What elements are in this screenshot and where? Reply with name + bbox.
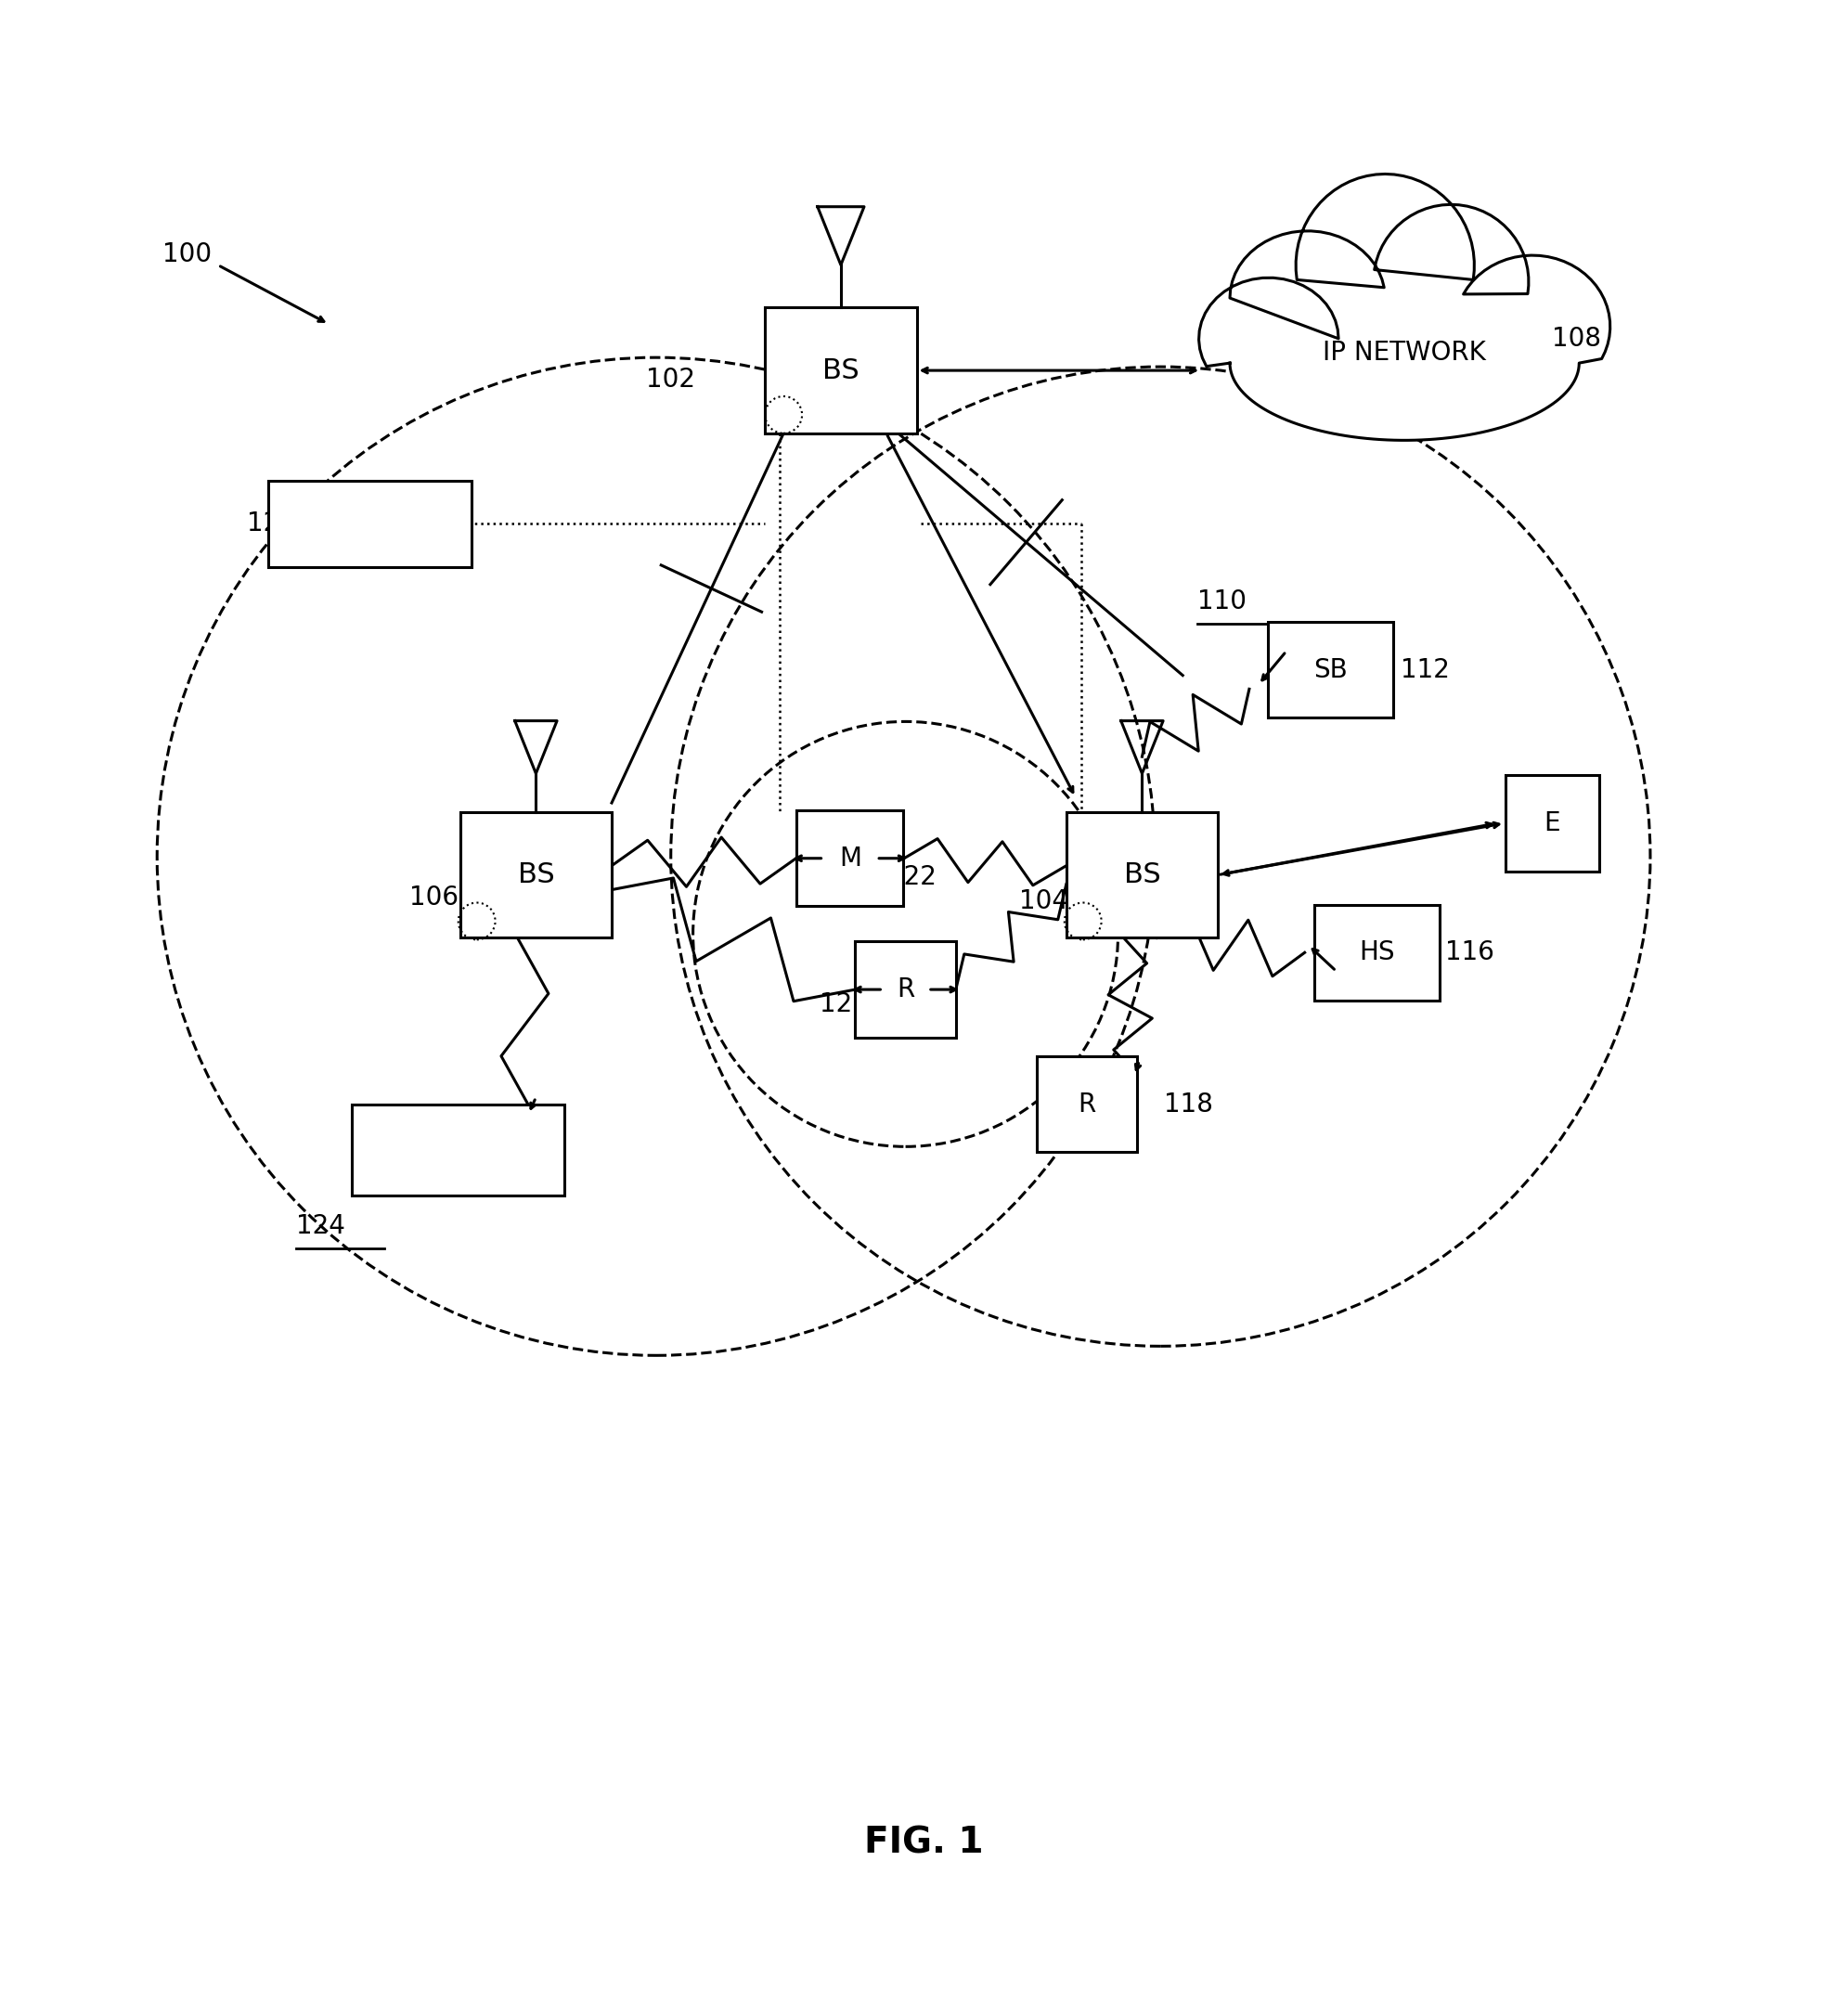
Bar <box>765 308 917 433</box>
Text: BS: BS <box>517 861 554 889</box>
Text: 108: 108 <box>1552 327 1602 353</box>
Text: 112: 112 <box>1401 657 1451 683</box>
Polygon shape <box>1199 173 1610 439</box>
Text: R: R <box>896 976 915 1002</box>
Text: 126: 126 <box>379 1151 429 1177</box>
Text: 104: 104 <box>1018 887 1068 913</box>
Text: 120: 120 <box>819 992 869 1018</box>
Bar <box>1268 621 1393 718</box>
Text: R: R <box>1077 1091 1096 1117</box>
Bar <box>1314 905 1440 1000</box>
Text: 124: 124 <box>296 1214 346 1240</box>
Text: E: E <box>1545 810 1560 837</box>
Bar <box>460 812 612 937</box>
Text: 102: 102 <box>645 367 695 393</box>
Text: 114: 114 <box>1543 776 1593 802</box>
Text: FIG. 1: FIG. 1 <box>865 1826 983 1861</box>
Text: IP NETWORK: IP NETWORK <box>1323 341 1486 365</box>
Bar <box>856 941 955 1038</box>
Text: 118: 118 <box>1164 1091 1214 1117</box>
Text: 116: 116 <box>1445 939 1495 966</box>
Text: 100: 100 <box>163 242 213 266</box>
Bar <box>351 1105 565 1195</box>
Text: 128: 128 <box>246 510 296 536</box>
Text: 110: 110 <box>1198 589 1247 615</box>
Bar <box>268 480 471 566</box>
Bar <box>1504 774 1600 871</box>
Text: BS: BS <box>1124 861 1161 889</box>
Text: HS: HS <box>1358 939 1395 966</box>
Text: BS: BS <box>822 357 859 383</box>
Bar <box>796 810 904 907</box>
Text: 122: 122 <box>887 863 937 889</box>
Bar <box>1066 812 1218 937</box>
Text: M: M <box>839 845 861 871</box>
Text: 106: 106 <box>408 885 458 909</box>
Bar <box>1037 1056 1137 1153</box>
Text: SB: SB <box>1314 657 1347 683</box>
